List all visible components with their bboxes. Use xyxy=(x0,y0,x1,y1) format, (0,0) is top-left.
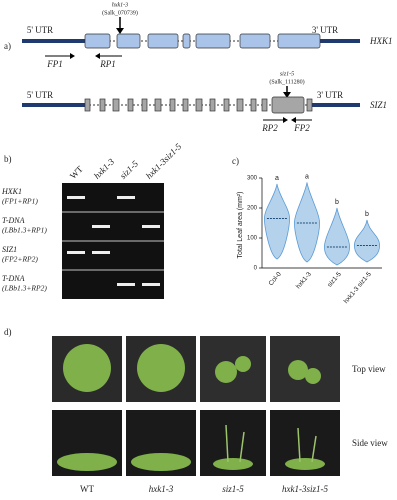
lane-label: hxk1-3siz1-5 xyxy=(144,141,184,181)
exons xyxy=(84,96,313,114)
utr-label: 5' UTR xyxy=(27,90,53,100)
column-label: hxk1-3 xyxy=(149,484,174,494)
utr-label: 3' UTR xyxy=(312,25,338,35)
allele-label: siz1-5 xyxy=(280,71,294,77)
panel-c: c) Total Leaf area (mm²) 0 100 200 300 a Col-… xyxy=(232,156,382,305)
row-label: (LBb1.3+RP2) xyxy=(2,284,47,293)
row-label: (FP1+RP1) xyxy=(2,197,38,206)
arrow-head xyxy=(291,117,296,123)
lane-label: siz1-5 xyxy=(118,158,141,181)
violin xyxy=(323,207,351,266)
panel-label: d) xyxy=(4,327,12,337)
exons xyxy=(84,33,321,49)
gene-name: HXK1 xyxy=(369,36,393,46)
panel-d: d) Top view Side view WT hxk1-3 siz1-5 h… xyxy=(4,327,388,494)
row-label: SIZ1 xyxy=(2,245,17,254)
gel-separators xyxy=(62,211,164,271)
y-tick-label: 0 xyxy=(254,266,258,272)
column-label: WT xyxy=(80,484,94,494)
line-label: (Salk_070739) xyxy=(102,9,138,16)
panel-label: a) xyxy=(4,41,11,51)
panel-label: b) xyxy=(4,154,12,164)
arrow-head xyxy=(70,53,75,59)
x-tick-label: hxk1-3 xyxy=(295,271,313,291)
allele-label: hxk1-3 xyxy=(112,2,128,8)
bands xyxy=(67,196,160,286)
primer-label: RP2 xyxy=(261,123,278,133)
lane-label: WT xyxy=(68,164,85,181)
column-label: hxk1-3siz1-5 xyxy=(282,484,328,494)
significance-letter: a xyxy=(275,175,279,182)
x-tick-label: siz1-5 xyxy=(326,271,343,289)
utr-label: 5' UTR xyxy=(27,25,53,35)
arrow-head xyxy=(283,117,288,123)
arrow-head xyxy=(95,53,100,59)
violin xyxy=(293,182,321,263)
panel-b: b) WT hxk1-3 siz1-5 hxk1-3siz1-5 HXK1 (F… xyxy=(1,141,184,299)
arrow-head xyxy=(116,28,124,34)
primer-label: FP1 xyxy=(46,59,63,69)
row-label: HXK1 xyxy=(1,187,22,196)
significance-letter: b xyxy=(365,211,369,218)
row-label: Side view xyxy=(352,438,388,448)
row-label: (FP2+RP2) xyxy=(2,255,38,264)
primer-label: RP1 xyxy=(99,59,116,69)
violin xyxy=(263,183,291,260)
significance-letter: b xyxy=(335,199,339,206)
y-axis-label: Total Leaf area (mm²) xyxy=(237,192,244,259)
panel-a: a) hxk1-3 (Salk_070739) 5' UTR 3' UTR HX… xyxy=(4,2,393,133)
y-tick-label: 300 xyxy=(247,176,258,182)
x-tick-label: hxk1-3 siz1-5 xyxy=(343,271,373,305)
y-tick-label: 100 xyxy=(247,236,258,242)
x-tick-label: Col-0 xyxy=(267,271,283,288)
violin xyxy=(353,219,381,263)
row-label: T-DNA xyxy=(2,274,25,283)
y-tick-label: 200 xyxy=(247,206,258,212)
arrow-head xyxy=(283,92,291,98)
lane-label: hxk1-3 xyxy=(92,156,117,181)
significance-letter: a xyxy=(305,173,309,180)
primer-label: FP2 xyxy=(293,123,310,133)
utr-label: 3' UTR xyxy=(317,90,343,100)
gene-name: SIZ1 xyxy=(370,100,387,110)
row-label: (LBb1.3+RP1) xyxy=(2,226,47,235)
photos xyxy=(52,336,340,476)
row-label: Top view xyxy=(352,364,386,374)
line-label: (Salk_111280) xyxy=(269,78,304,85)
row-label: T-DNA xyxy=(2,216,25,225)
column-label: siz1-5 xyxy=(222,484,244,494)
panel-label: c) xyxy=(232,156,239,166)
